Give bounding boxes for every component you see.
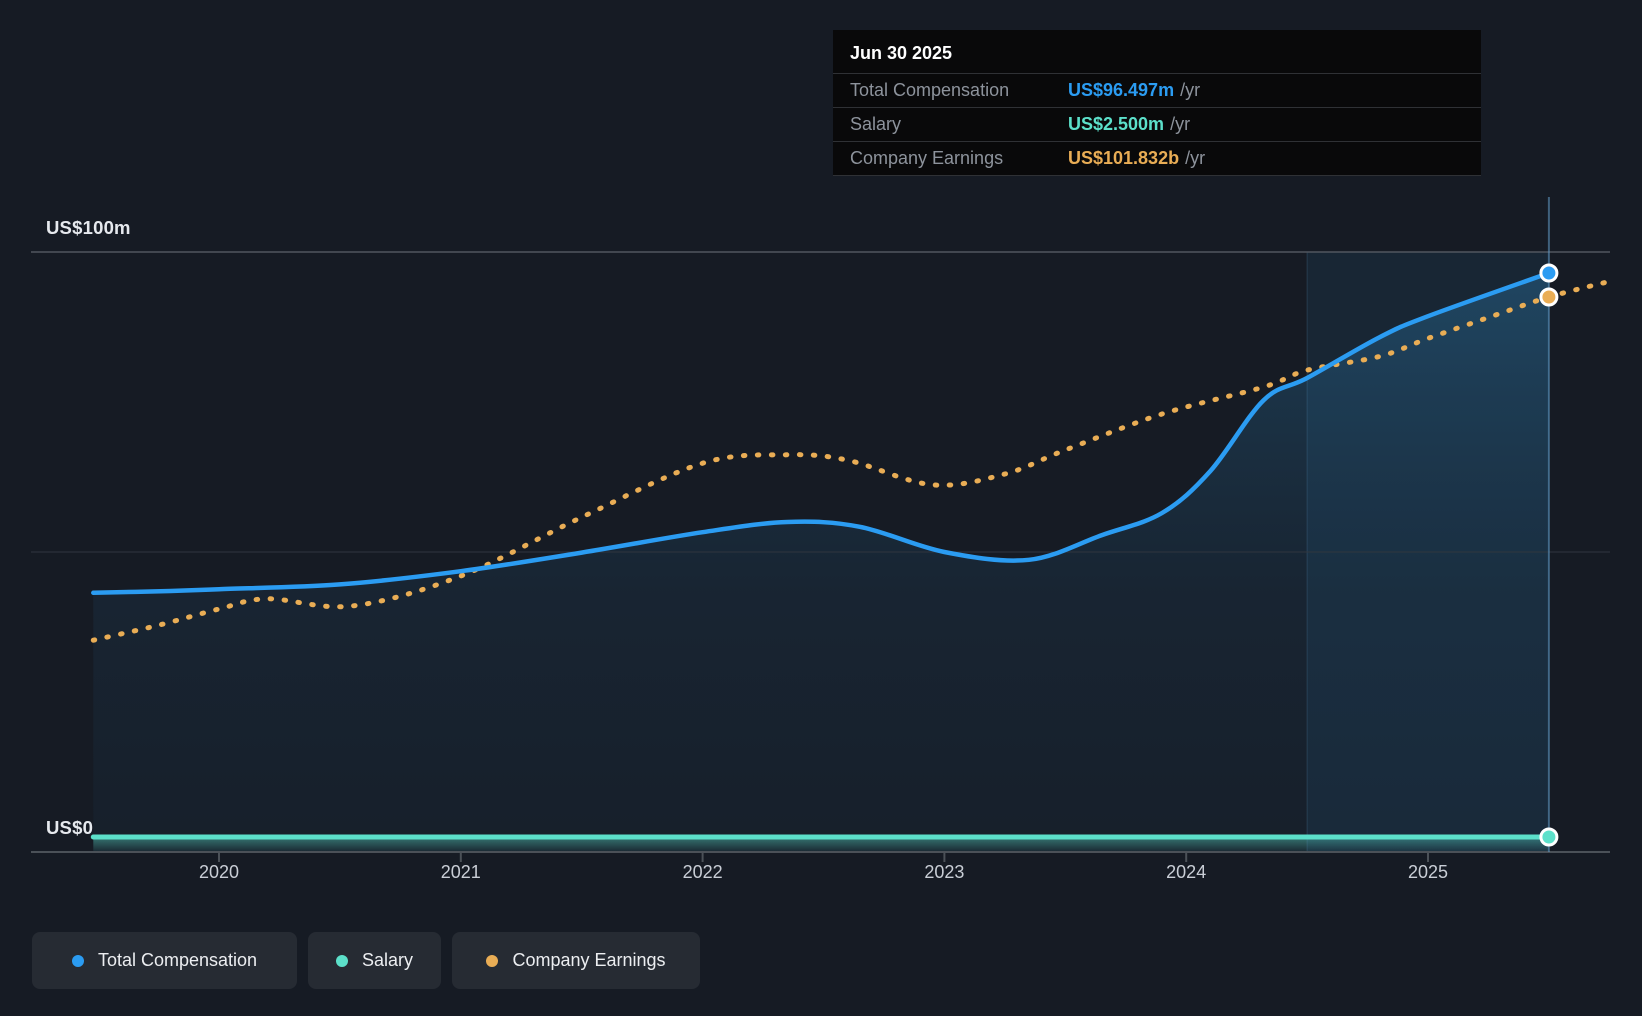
tooltip-date: Jun 30 2025 [850, 43, 953, 63]
company-earnings-line [90, 279, 1610, 643]
total-compensation-dot-icon [71, 954, 84, 967]
tooltip-row-unit: /yr [1170, 114, 1191, 134]
total-compensation-area [93, 273, 1549, 852]
y-axis-label-100m: US$100m [46, 217, 131, 238]
x-tick-label-2023: 2023 [924, 862, 965, 882]
legend-label: Salary [361, 950, 414, 970]
y-axis-label-0: US$0 [46, 817, 94, 838]
tooltip-row-value: US$96.497m [1068, 80, 1175, 100]
salary-marker[interactable] [1539, 827, 1559, 847]
x-tick-label-2025: 2025 [1407, 862, 1449, 882]
tooltip-row-label: Salary [850, 114, 902, 134]
tooltip-row-unit: /yr [1185, 148, 1206, 168]
tooltip-row: Total Compensation US$96.497m /yr [833, 73, 1481, 107]
x-tick-label-2022: 2022 [682, 862, 723, 882]
tooltip: Jun 30 2025 Total Compensation US$96.497… [833, 30, 1481, 176]
company-earnings-marker[interactable] [1539, 287, 1559, 307]
tooltip-row-value: US$101.832b [1068, 148, 1180, 168]
total-compensation-marker[interactable] [1539, 263, 1559, 283]
salary-dot-icon [335, 954, 348, 967]
legend-item-total-compensation[interactable]: Total Compensation [32, 932, 297, 989]
x-tick-label-2020: 2020 [198, 862, 240, 882]
legend-item-company-earnings[interactable]: Company Earnings [452, 932, 700, 989]
company-earnings-dot-icon [486, 954, 499, 967]
tooltip-row-label: Company Earnings [850, 148, 1004, 168]
legend: Total Compensation Salary Company Earnin… [32, 932, 700, 989]
legend-label: Total Compensation [97, 950, 258, 970]
x-axis-tick-marks [218, 853, 1429, 862]
legend-label: Company Earnings [512, 950, 666, 970]
tooltip-row: Salary US$2.500m /yr [833, 107, 1481, 141]
legend-item-salary[interactable]: Salary [308, 932, 441, 989]
tooltip-row-unit: /yr [1180, 80, 1201, 100]
salary-area [93, 837, 1549, 852]
total-compensation-line [91, 270, 1552, 596]
x-tick-label-2024: 2024 [1166, 862, 1207, 882]
x-tick-label-2021: 2021 [440, 862, 481, 882]
tooltip-row-label: Total Compensation [850, 80, 1010, 100]
tooltip-row-value: US$2.500m [1068, 114, 1165, 134]
tooltip-row: Company Earnings US$101.832b /yr [833, 141, 1481, 176]
